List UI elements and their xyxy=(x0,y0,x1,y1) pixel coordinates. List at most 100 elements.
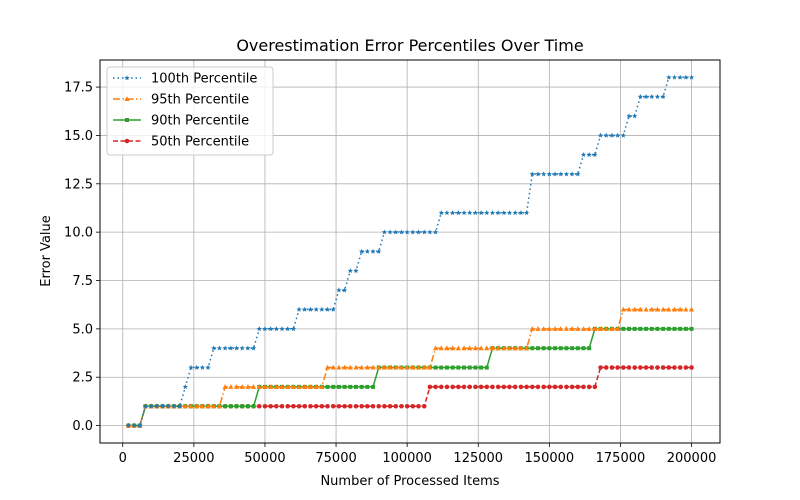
data-point xyxy=(478,384,484,390)
data-point xyxy=(410,364,416,370)
data-point xyxy=(262,403,268,409)
x-tick-label: 0 xyxy=(119,451,127,466)
data-point xyxy=(268,384,274,389)
data-point xyxy=(194,364,200,370)
data-point xyxy=(689,365,694,370)
data-point xyxy=(188,403,194,409)
data-point xyxy=(410,229,416,235)
data-point xyxy=(535,346,540,351)
data-point xyxy=(558,384,564,390)
data-point xyxy=(313,306,319,312)
data-point xyxy=(455,345,461,351)
data-point xyxy=(330,364,336,370)
data-point xyxy=(615,365,620,370)
data-point xyxy=(285,384,291,389)
data-point xyxy=(427,229,433,235)
data-point xyxy=(609,132,615,138)
data-point xyxy=(558,326,564,331)
data-point xyxy=(267,326,274,332)
legend-label: 50th Percentile xyxy=(151,135,249,150)
data-point xyxy=(621,326,626,331)
x-tick-label: 175000 xyxy=(596,451,646,466)
series-100th-percentile xyxy=(125,74,695,428)
data-point xyxy=(666,365,672,370)
data-point xyxy=(268,403,273,409)
data-point xyxy=(387,229,393,235)
y-tick-label: 12.5 xyxy=(64,177,93,192)
data-point xyxy=(518,384,524,390)
data-point xyxy=(387,364,393,370)
data-point xyxy=(165,403,171,409)
data-point xyxy=(615,326,621,331)
legend-item: 90th Percentile xyxy=(113,114,249,129)
data-point xyxy=(586,384,592,390)
data-point xyxy=(404,403,410,409)
data-point xyxy=(484,210,490,216)
data-point xyxy=(250,384,257,389)
data-point xyxy=(262,326,268,332)
data-point xyxy=(672,365,677,370)
data-point xyxy=(291,403,296,409)
data-point xyxy=(632,365,637,370)
data-point xyxy=(159,403,166,409)
y-tick-label: 15.0 xyxy=(64,129,93,144)
data-point xyxy=(654,306,661,312)
data-point xyxy=(211,345,217,351)
data-point xyxy=(216,403,223,409)
data-point xyxy=(501,345,507,351)
data-point xyxy=(671,306,678,312)
legend-label: 90th Percentile xyxy=(151,114,249,129)
data-point xyxy=(438,384,444,390)
data-point xyxy=(683,74,689,80)
data-point xyxy=(222,384,228,389)
data-point xyxy=(484,384,490,390)
data-point xyxy=(671,74,678,80)
data-point xyxy=(450,365,455,370)
data-point xyxy=(273,384,279,389)
data-point xyxy=(512,210,518,216)
data-point xyxy=(319,384,325,389)
legend-item: 95th Percentile xyxy=(113,93,249,108)
series-line xyxy=(128,308,692,427)
data-point xyxy=(580,151,587,158)
data-point xyxy=(330,403,336,409)
data-point xyxy=(410,403,416,409)
legend: 100th Percentile 95th Percentile 90th Perc… xyxy=(106,66,274,156)
data-point xyxy=(678,326,683,331)
data-point xyxy=(370,403,376,409)
data-point xyxy=(421,403,427,409)
data-point xyxy=(506,210,513,216)
data-point xyxy=(223,404,228,409)
data-point xyxy=(404,229,410,235)
data-point xyxy=(381,364,388,370)
y-tick-label: 5.0 xyxy=(72,322,93,337)
data-point xyxy=(285,326,291,332)
data-point xyxy=(290,384,296,389)
data-point xyxy=(569,326,575,331)
plot-series xyxy=(125,74,695,428)
data-point xyxy=(432,345,439,351)
data-point xyxy=(677,306,683,312)
data-point xyxy=(518,345,524,351)
y-axis-ticks: 0.0 2.5 5.0 7.5 10.0 12.5 15.0 17.5 xyxy=(64,81,100,434)
data-point xyxy=(319,306,325,312)
data-point xyxy=(530,346,535,351)
data-point xyxy=(444,210,450,216)
data-point xyxy=(621,365,626,370)
data-point xyxy=(529,384,535,390)
data-point xyxy=(239,345,245,351)
data-point xyxy=(347,364,353,370)
data-point xyxy=(456,365,461,370)
data-point xyxy=(490,384,495,390)
data-point xyxy=(638,365,643,370)
data-point xyxy=(313,384,319,389)
data-point xyxy=(541,384,546,390)
data-point xyxy=(626,326,631,331)
data-point xyxy=(535,326,541,331)
data-point xyxy=(433,384,438,390)
data-point xyxy=(677,74,683,80)
data-point xyxy=(592,384,598,390)
data-point xyxy=(171,403,177,409)
data-point xyxy=(421,229,427,235)
data-point xyxy=(654,93,661,100)
